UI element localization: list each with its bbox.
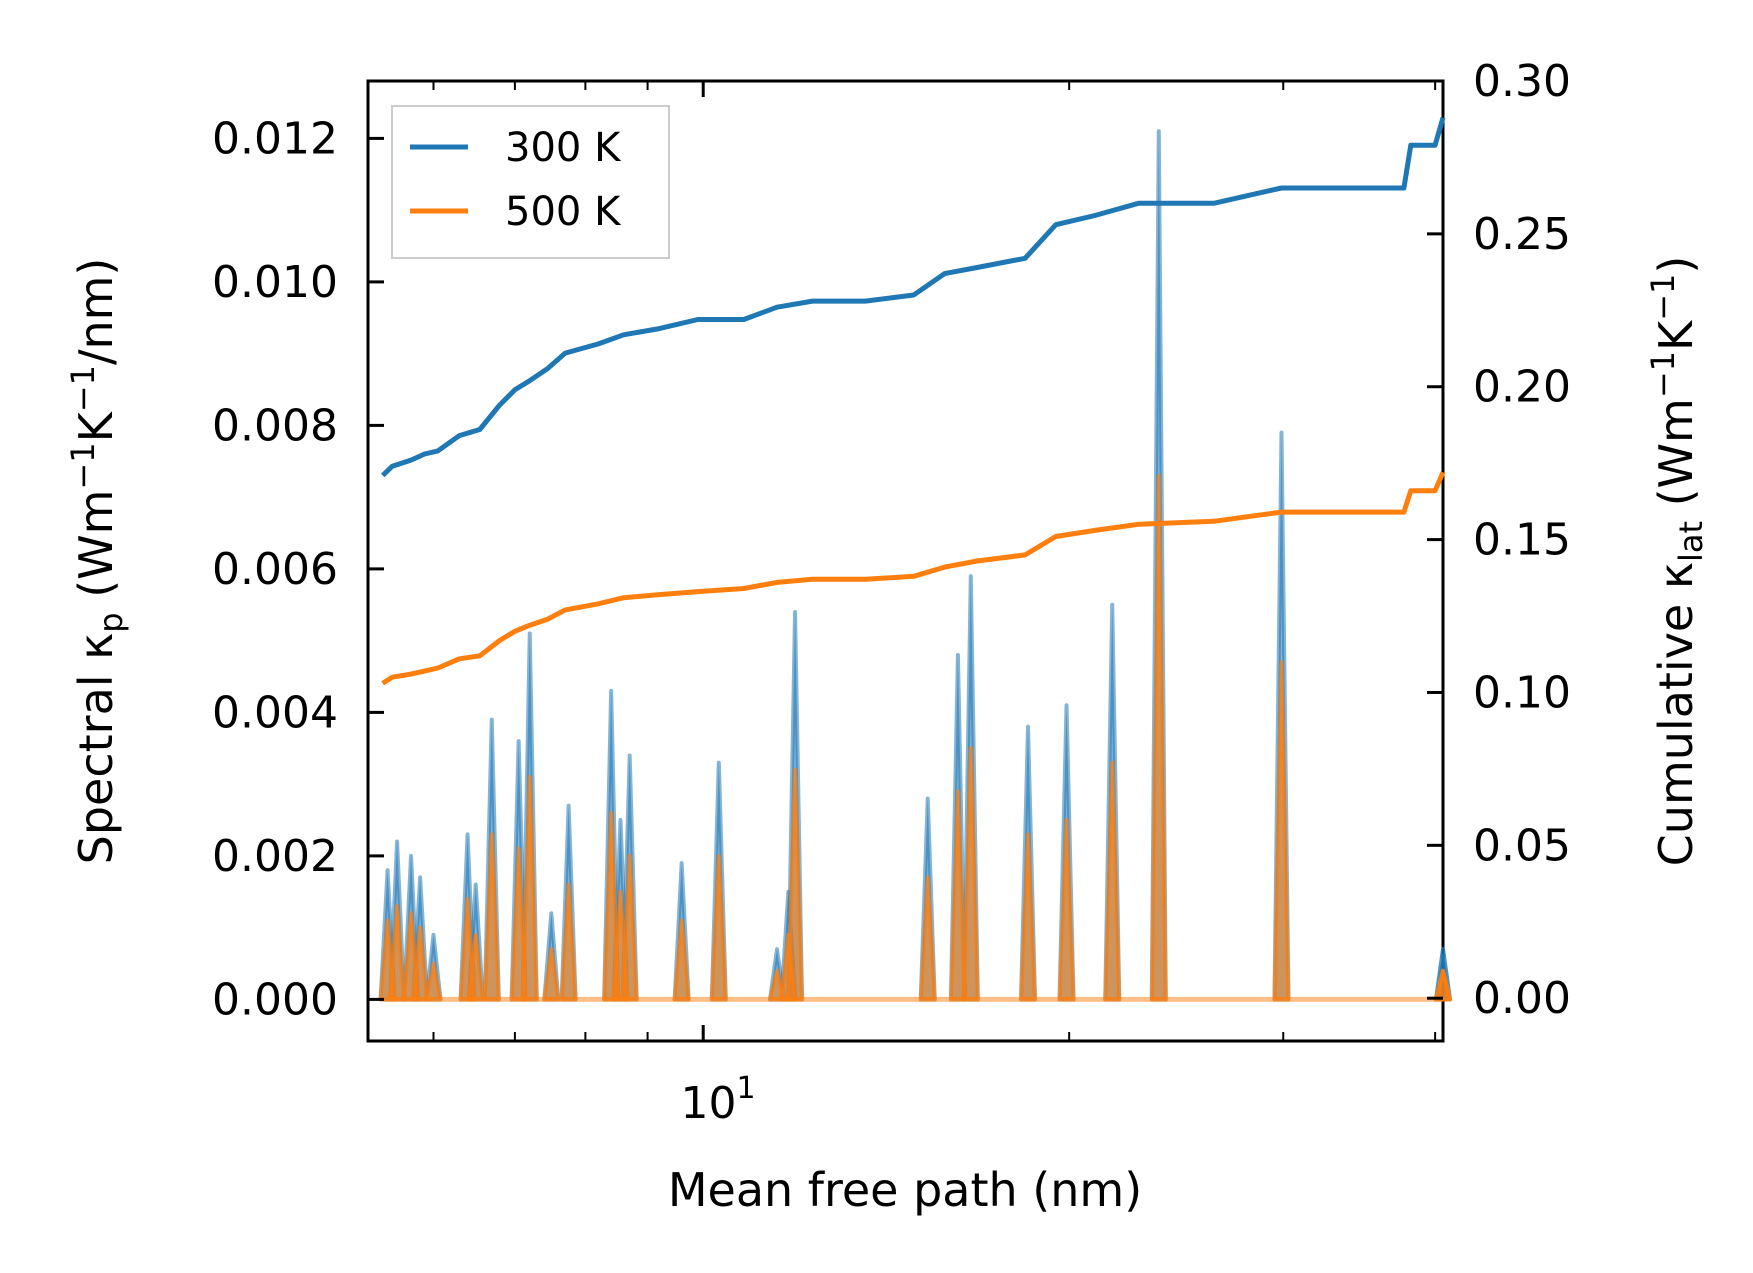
x-tick-label-base: 10 (680, 1078, 736, 1129)
right-y-axis-ticks: 0.00 0.05 0.10 0.15 0.20 0.25 0.30 (1427, 56, 1571, 1024)
left-y-tick-label: 0.012 (212, 113, 338, 164)
legend-label-300k: 300 K (505, 125, 622, 171)
left-y-label-rest: (Wm (69, 490, 123, 613)
cumulative-kappa-layer (380, 117, 1446, 686)
cumulative-line-300k (380, 117, 1446, 478)
right-y-tick-label: 0.25 (1473, 209, 1571, 260)
left-y-label-mid: K (69, 410, 123, 442)
left-y-label-end: /nm) (69, 258, 123, 365)
right-y-tick-label: 0.30 (1473, 56, 1571, 107)
left-y-tick-label: 0.004 (212, 687, 338, 738)
right-y-label-rest: (Wm (1649, 398, 1703, 521)
x-tick-label-exponent: 1 (736, 1071, 755, 1106)
right-y-tick-label: 0.05 (1473, 820, 1571, 871)
plot-area (366, 79, 1445, 1043)
left-y-tick-label: 0.006 (212, 544, 338, 595)
left-y-tick-label: 0.000 (212, 974, 338, 1025)
right-y-label-mid: K (1649, 319, 1703, 351)
right-y-label-sub: lat (1672, 521, 1710, 562)
left-y-label-sup2: −1 (64, 365, 102, 412)
right-y-label-sup2: −1 (1644, 274, 1682, 321)
x-axis-label: Mean free path (nm) (668, 1163, 1142, 1217)
right-y-tick-label: 0.00 (1473, 973, 1571, 1024)
legend-label-500k: 500 K (505, 189, 622, 235)
legend-box (391, 105, 670, 259)
left-y-axis-ticks: 0.000 0.002 0.004 0.006 0.008 0.010 0.012 (212, 113, 384, 1025)
right-y-label-prefix: Cumulative κ (1649, 562, 1703, 866)
left-y-tick-label: 0.010 (212, 257, 338, 308)
legend: 300 K 500 K (391, 105, 670, 259)
right-y-tick-label: 0.15 (1473, 515, 1571, 566)
x-tick-label-10: 101 (680, 1071, 755, 1129)
right-y-axis-label: Cumulative κlat (Wm−1K−1) (1644, 256, 1710, 867)
right-y-label-end: ) (1649, 256, 1703, 274)
left-y-label-sub: p (92, 612, 130, 632)
left-y-axis-label: Spectral κp (Wm−1K−1/nm) (64, 258, 130, 865)
right-y-label-sup1: −1 (1644, 351, 1682, 398)
cumulative-line-500k (381, 471, 1446, 686)
left-y-tick-label: 0.008 (212, 400, 338, 451)
left-y-label-prefix: Spectral κ (69, 633, 123, 865)
x-axis-ticks (432, 81, 1437, 1041)
left-y-label-sup1: −1 (64, 442, 102, 489)
right-y-tick-label: 0.10 (1473, 667, 1571, 718)
right-y-tick-label: 0.20 (1473, 362, 1571, 413)
left-y-tick-label: 0.002 (212, 831, 338, 882)
